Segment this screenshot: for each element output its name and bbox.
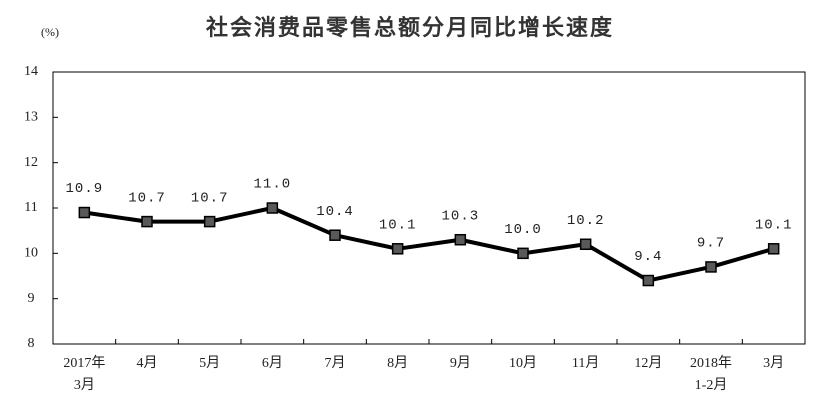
value-label: 9.4 — [634, 249, 662, 265]
y-tick-label: 9 — [28, 291, 35, 306]
x-tick-label: 3月 — [763, 355, 784, 371]
value-label: 9.7 — [697, 236, 725, 252]
x-tick-label: 7月 — [325, 355, 346, 371]
y-tick-label: 10 — [24, 246, 38, 261]
marker — [454, 233, 467, 246]
value-label: 10.2 — [567, 213, 605, 229]
x-tick-label: 12月 — [634, 355, 662, 371]
x-tick-label: 5月 — [199, 355, 220, 371]
marker — [78, 206, 91, 219]
y-axis-label: (%) — [41, 25, 59, 39]
value-label: 10.3 — [442, 208, 480, 224]
marker — [141, 215, 153, 228]
value-label: 10.1 — [755, 218, 793, 234]
value-label: 10.9 — [66, 181, 104, 197]
marker — [203, 215, 216, 228]
value-label: 10.7 — [191, 190, 229, 206]
y-tick-label: 13 — [24, 110, 38, 125]
marker — [391, 243, 404, 255]
x-tick-label: 9月 — [450, 355, 471, 371]
value-label: 10.7 — [128, 190, 166, 206]
marker — [642, 274, 655, 287]
marker — [579, 238, 592, 251]
marker — [266, 202, 279, 214]
marker — [329, 229, 341, 241]
x-tick-label: 10月 — [509, 355, 537, 371]
chart-title: 社会消费品零售总额分月同比增长速度 — [206, 15, 614, 40]
value-label: 10.4 — [316, 204, 354, 220]
x-tick-label: 6月 — [262, 355, 283, 371]
y-tick-label: 14 — [24, 64, 38, 79]
x-tick-label: 4月 — [137, 355, 158, 371]
value-label: 10.1 — [379, 218, 417, 234]
x-tick-label: 2017年 3月 — [63, 355, 105, 393]
y-tick-label: 11 — [24, 200, 37, 215]
line — [84, 206, 775, 283]
y-tick-label: 8 — [28, 336, 35, 351]
x-tick-label: 11月 — [572, 355, 599, 371]
marker — [767, 243, 780, 255]
marker — [705, 261, 717, 273]
plot-frame — [52, 71, 806, 345]
value-label: 10.0 — [504, 222, 542, 238]
y-tick-label: 12 — [24, 155, 38, 170]
x-tick-label: 8月 — [387, 355, 408, 371]
marker — [517, 247, 529, 260]
x-tick-label: 2018年 1-2月 — [690, 355, 732, 393]
value-label: 11.0 — [254, 177, 292, 193]
